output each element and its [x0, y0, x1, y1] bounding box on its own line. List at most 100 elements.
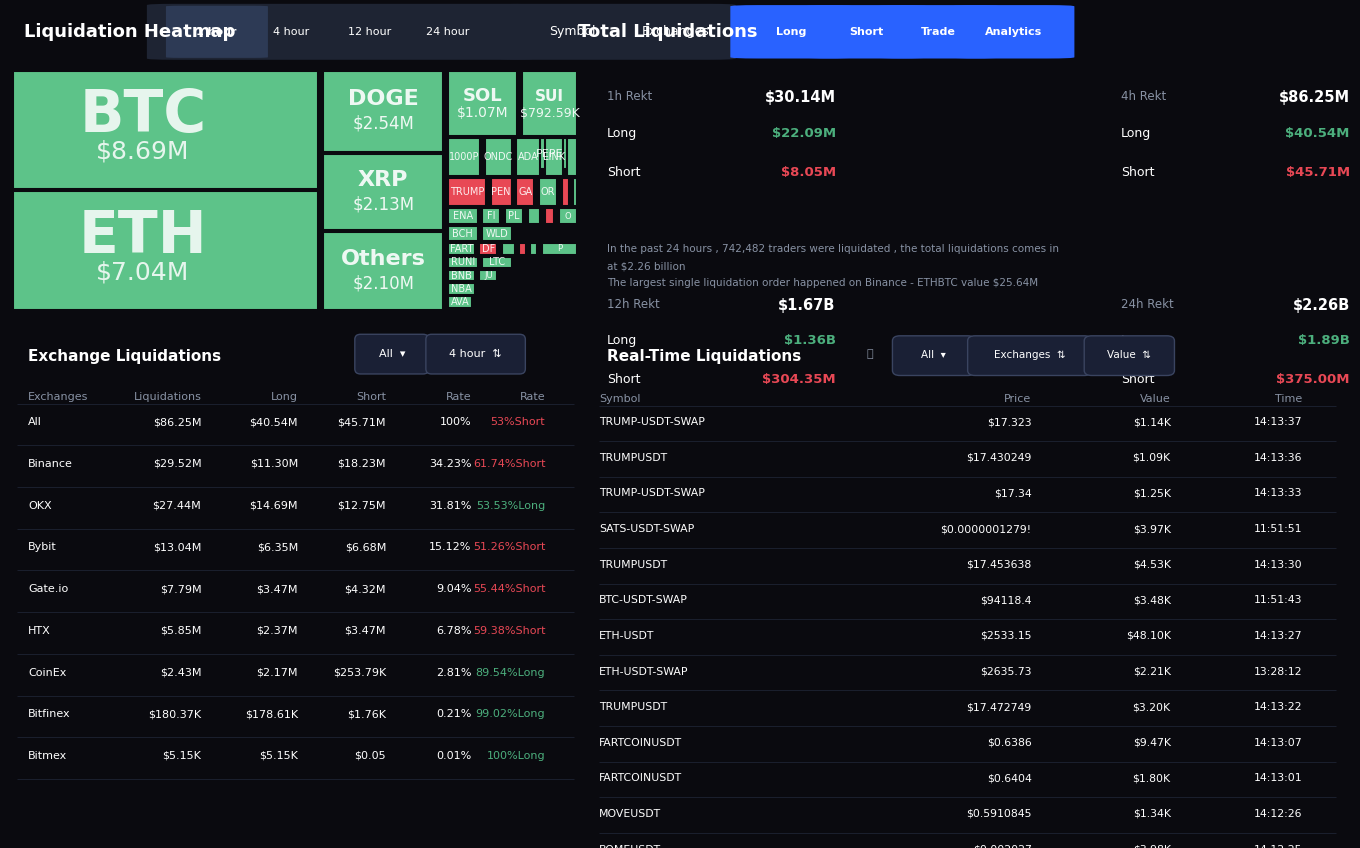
Text: $2.54M: $2.54M [352, 114, 415, 132]
Text: BNB: BNB [452, 271, 472, 281]
Text: Long: Long [607, 334, 636, 348]
Text: $2533.15: $2533.15 [981, 631, 1032, 641]
Text: 24h Rekt: 24h Rekt [1121, 298, 1174, 311]
Text: Short: Short [607, 373, 641, 387]
Text: 61.74%Short: 61.74%Short [473, 459, 545, 469]
Text: 14:13:22: 14:13:22 [1254, 702, 1303, 712]
Text: $17.34: $17.34 [994, 488, 1032, 499]
Text: HTX: HTX [29, 626, 50, 636]
Text: $1.14K: $1.14K [1133, 417, 1171, 427]
Text: $0.05: $0.05 [355, 751, 386, 761]
Text: Short: Short [607, 165, 641, 179]
Text: BTC-USDT-SWAP: BTC-USDT-SWAP [600, 595, 688, 605]
Text: GA: GA [518, 187, 532, 198]
Text: OKX: OKX [29, 500, 52, 510]
Text: Short: Short [356, 392, 386, 402]
Text: 0.21%: 0.21% [437, 709, 472, 719]
Text: TRUMP-USDT-SWAP: TRUMP-USDT-SWAP [600, 488, 704, 499]
Text: $178.61K: $178.61K [245, 709, 298, 719]
FancyBboxPatch shape [426, 334, 525, 374]
Text: $45.71M: $45.71M [1285, 165, 1349, 179]
Bar [447, 297, 472, 308]
Text: $8.69M: $8.69M [97, 140, 190, 164]
Text: WLD: WLD [486, 229, 509, 239]
Text: Value  ⇅: Value ⇅ [1107, 349, 1152, 360]
Bar [14, 70, 318, 189]
Text: $4.53K: $4.53K [1133, 560, 1171, 570]
Text: Rate: Rate [446, 392, 472, 402]
Text: ETH-USDT-SWAP: ETH-USDT-SWAP [600, 667, 688, 677]
Text: $1.09K: $1.09K [1133, 453, 1171, 463]
Text: 14:12:26: 14:12:26 [1254, 809, 1303, 819]
Text: $17.453638: $17.453638 [967, 560, 1032, 570]
Bar [447, 178, 486, 206]
Bar [447, 209, 477, 225]
Text: $22.09M: $22.09M [771, 126, 835, 140]
Text: $2.17M: $2.17M [257, 667, 298, 678]
Text: $40.54M: $40.54M [1285, 126, 1349, 140]
Text: $1.89B: $1.89B [1297, 334, 1349, 348]
Bar [447, 70, 517, 137]
Bar [14, 192, 318, 310]
Text: P: P [556, 244, 562, 254]
Bar [491, 178, 511, 206]
FancyBboxPatch shape [498, 4, 736, 59]
FancyBboxPatch shape [805, 5, 928, 59]
Text: DOGE: DOGE [348, 89, 419, 109]
Bar [447, 138, 480, 176]
Text: 14:12:25: 14:12:25 [1254, 845, 1303, 848]
Text: $86.25M: $86.25M [152, 417, 201, 427]
Text: $6.68M: $6.68M [344, 543, 386, 552]
Text: FARTCOINUSDT: FARTCOINUSDT [600, 773, 683, 784]
Text: 11:51:43: 11:51:43 [1254, 595, 1303, 605]
Text: Long: Long [271, 392, 298, 402]
Bar [517, 178, 534, 206]
Text: 14:13:36: 14:13:36 [1254, 453, 1303, 463]
Text: $2.26B: $2.26B [1292, 298, 1349, 313]
Text: $375.00M: $375.00M [1276, 373, 1349, 387]
Text: $1.34K: $1.34K [1133, 809, 1171, 819]
Text: 99.02%Long: 99.02%Long [476, 709, 545, 719]
Text: FART: FART [450, 244, 473, 254]
Text: Long: Long [1121, 334, 1151, 348]
Text: Time: Time [1276, 394, 1303, 404]
Bar [530, 243, 537, 254]
Bar [522, 70, 577, 137]
Text: Bitfinex: Bitfinex [29, 709, 71, 719]
Text: $27.44M: $27.44M [152, 500, 201, 510]
Text: Exchanges: Exchanges [29, 392, 88, 402]
Bar [322, 232, 443, 310]
Text: RUNI: RUNI [450, 257, 475, 267]
Text: Total Liquidations: Total Liquidations [578, 23, 758, 41]
Text: 1h Rekt: 1h Rekt [607, 90, 651, 103]
Text: Binance: Binance [29, 459, 73, 469]
Bar [541, 243, 577, 254]
FancyBboxPatch shape [1084, 336, 1175, 376]
Text: $5.85M: $5.85M [160, 626, 201, 636]
Text: 14:13:30: 14:13:30 [1254, 560, 1303, 570]
Text: 53%Short: 53%Short [491, 417, 545, 427]
Text: $0.5910845: $0.5910845 [966, 809, 1032, 819]
Text: 6.78%: 6.78% [435, 626, 472, 636]
Text: Value: Value [1140, 394, 1171, 404]
Text: $4.32M: $4.32M [344, 584, 386, 594]
FancyBboxPatch shape [877, 5, 1000, 59]
Text: $86.25M: $86.25M [1278, 90, 1349, 105]
Text: Long: Long [777, 27, 806, 36]
Text: $3.97K: $3.97K [1133, 524, 1171, 534]
Text: PL: PL [509, 211, 520, 221]
Text: $2.43M: $2.43M [160, 667, 201, 678]
Text: 9.04%: 9.04% [435, 584, 472, 594]
Text: 53.53%Long: 53.53%Long [476, 500, 545, 510]
Text: 34.23%: 34.23% [428, 459, 472, 469]
Bar [322, 153, 443, 231]
Text: $13.04M: $13.04M [152, 543, 201, 552]
Bar [479, 270, 498, 282]
Text: SATS-USDT-SWAP: SATS-USDT-SWAP [600, 524, 695, 534]
Text: TRUMPUSDT: TRUMPUSDT [600, 560, 668, 570]
Text: $5.15K: $5.15K [260, 751, 298, 761]
Text: OR: OR [541, 187, 555, 198]
Bar [567, 138, 577, 176]
FancyBboxPatch shape [968, 336, 1092, 376]
Text: 4 hour: 4 hour [273, 27, 309, 36]
